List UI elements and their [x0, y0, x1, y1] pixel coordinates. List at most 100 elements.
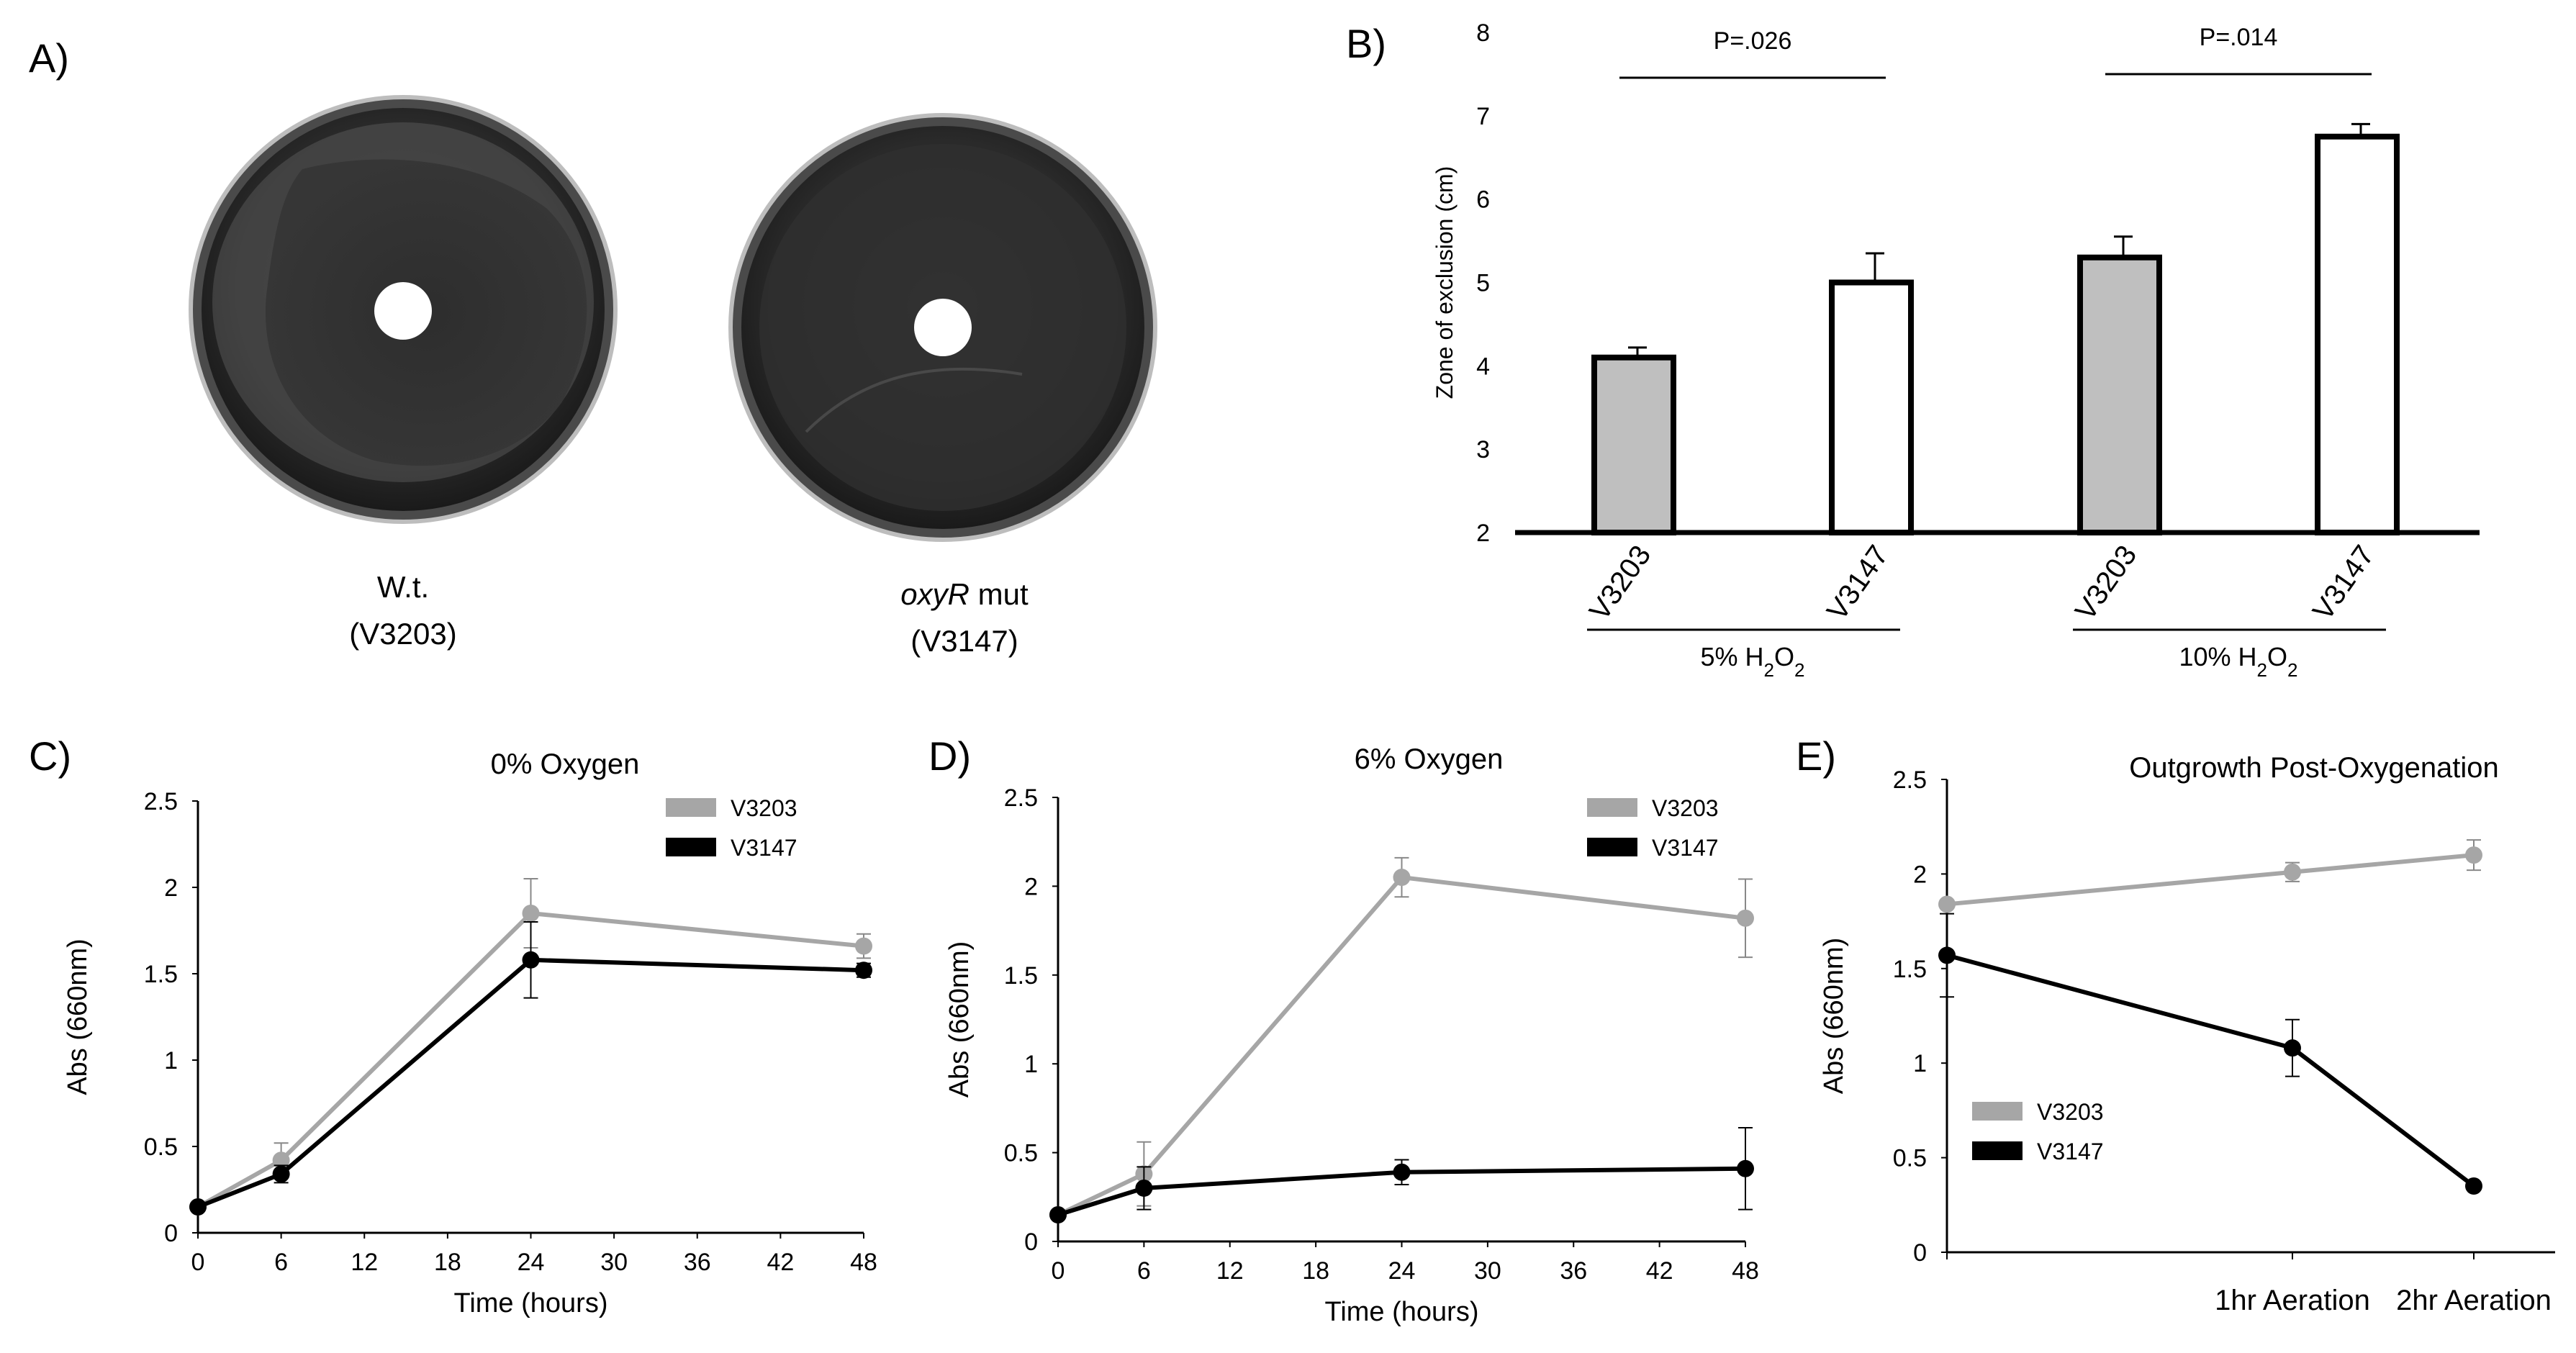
y-tick-label: 0.5 — [1004, 1140, 1038, 1167]
subscript: 2 — [2287, 659, 2297, 681]
y-tick-label: 1 — [1024, 1051, 1038, 1078]
x-tick-label: 48 — [1732, 1257, 1759, 1285]
panel-label-c: C) — [29, 733, 71, 779]
subscript: 2 — [1764, 659, 1774, 681]
legend-label: V3147 — [2037, 1139, 2104, 1164]
legend-swatch — [1587, 798, 1637, 817]
x-axis-label: Time (hours) — [1325, 1297, 1479, 1327]
data-point — [189, 1198, 207, 1216]
y-tick-label: 2.5 — [144, 788, 178, 815]
panel-label-a: A) — [29, 35, 69, 81]
x-tick-label: 6 — [274, 1249, 288, 1276]
y-tick-label: 7 — [1476, 103, 1490, 130]
series-line-V3147 — [1057, 1166, 1746, 1217]
y-tick-label: 1.5 — [144, 961, 178, 988]
plate-left-label: W.t. — [377, 570, 429, 604]
data-point — [1049, 1205, 1067, 1223]
x-tick-label: 30 — [1474, 1257, 1501, 1285]
x-tick-label: 0 — [191, 1249, 205, 1276]
panel-label-b: B) — [1346, 21, 1386, 66]
data-point — [1393, 1163, 1411, 1181]
data-point — [855, 961, 872, 979]
x-tick-label: 1hr Aeration — [2215, 1285, 2370, 1316]
bar — [1591, 354, 1676, 535]
data-point — [2284, 863, 2301, 881]
x-tick-label: 48 — [850, 1249, 877, 1276]
subscript: 2 — [1794, 659, 1804, 681]
x-tick-label: V3203 — [2069, 540, 2143, 626]
y-tick-label: 5 — [1476, 270, 1490, 297]
series-line-V3203 — [1057, 874, 1746, 1217]
plate-wild-type — [189, 95, 618, 524]
group-label-text: O — [1774, 642, 1794, 671]
y-tick-label: 0.5 — [144, 1133, 178, 1161]
chart-b: 2 3 4 5 6 7 8 Zone of exclusion (cm) V3203 V3147 P… — [1432, 19, 2480, 681]
y-axis-label: Abs (660nm) — [944, 941, 975, 1098]
plate-right-strain: (V3147) — [910, 624, 1018, 658]
chart-title: 6% Oxygen — [1355, 743, 1504, 775]
y-tick-label: 0 — [1913, 1239, 1927, 1267]
bar — [2315, 133, 2400, 535]
data-point — [1135, 1179, 1153, 1197]
y-tick-label: 1 — [164, 1047, 178, 1074]
series-line-V3147 — [1946, 953, 2475, 1188]
y-axis-label: Zone of exclusion (cm) — [1432, 166, 1458, 399]
chart-d: 0 0.5 1 1.5 2 2.5 0 6 12 18 24 30 36 42 48 Time (hours)… — [944, 743, 1759, 1327]
group-label: 5% H2O2 — [1701, 642, 1805, 681]
plate-left-strain: (V3203) — [349, 617, 456, 651]
data-point — [1737, 1159, 1754, 1177]
disk-hole — [914, 299, 972, 356]
series-line-V3203 — [196, 910, 864, 1209]
y-tick-label: 1.5 — [1004, 962, 1038, 990]
group-label: 10% H2O2 — [2179, 642, 2297, 681]
x-tick-label: V3147 — [2307, 540, 2380, 626]
data-point — [1938, 895, 1956, 913]
y-tick-label: 0 — [164, 1220, 178, 1247]
p-value-label: P=.014 — [2200, 24, 2278, 51]
data-point — [522, 951, 540, 969]
y-tick-label: 4 — [1476, 353, 1490, 380]
y-tick-label: 8 — [1476, 19, 1490, 47]
data-point — [1737, 909, 1754, 927]
bar — [1829, 279, 1914, 535]
legend-label: V3203 — [2037, 1099, 2104, 1125]
x-tick-label: 36 — [684, 1249, 711, 1276]
x-tick-label: 24 — [1388, 1257, 1416, 1285]
y-tick-label: 2 — [1024, 873, 1038, 900]
p-value-label: P=.026 — [1714, 27, 1792, 55]
legend-swatch — [1972, 1102, 2023, 1121]
data-point — [2284, 1039, 2301, 1057]
legend-swatch — [1972, 1141, 2023, 1160]
legend-label: V3147 — [731, 835, 797, 861]
x-tick-label: 36 — [1560, 1257, 1587, 1285]
x-tick-label: V3147 — [1821, 540, 1894, 626]
series-line-V3147 — [196, 957, 864, 1209]
x-tick-label: 18 — [434, 1249, 461, 1276]
x-tick-label: 24 — [518, 1249, 545, 1276]
legend-swatch — [666, 798, 716, 817]
chart-title: Outgrowth Post-Oxygenation — [2129, 752, 2499, 784]
chart-e: 0 0.5 1 1.5 2 2.5 1hr Aeration 2hr Aeration Abs … — [1819, 752, 2555, 1316]
data-point — [1938, 946, 1956, 964]
data-point — [522, 905, 540, 922]
data-point — [2465, 846, 2482, 864]
y-tick-label: 2 — [1913, 861, 1927, 888]
y-tick-label: 1.5 — [1893, 956, 1927, 983]
legend-label: V3203 — [731, 795, 797, 821]
gene-suffix: mut — [970, 577, 1029, 611]
disk-hole — [374, 282, 432, 340]
data-point — [2465, 1177, 2482, 1195]
y-axis-label: Abs (660nm) — [63, 938, 93, 1095]
y-tick-label: 0.5 — [1893, 1145, 1927, 1172]
y-tick-label: 1 — [1913, 1050, 1927, 1077]
panel-label-d: D) — [928, 733, 971, 779]
legend-label: V3203 — [1652, 795, 1719, 821]
panel-label-e: E) — [1796, 733, 1836, 779]
subscript: 2 — [2257, 659, 2267, 681]
group-label-text: 5% H — [1701, 642, 1764, 671]
x-tick-label: 18 — [1302, 1257, 1329, 1285]
x-tick-label: 6 — [1137, 1257, 1151, 1285]
y-tick-label: 2.5 — [1893, 766, 1927, 794]
x-axis-label: Time (hours) — [454, 1288, 608, 1318]
